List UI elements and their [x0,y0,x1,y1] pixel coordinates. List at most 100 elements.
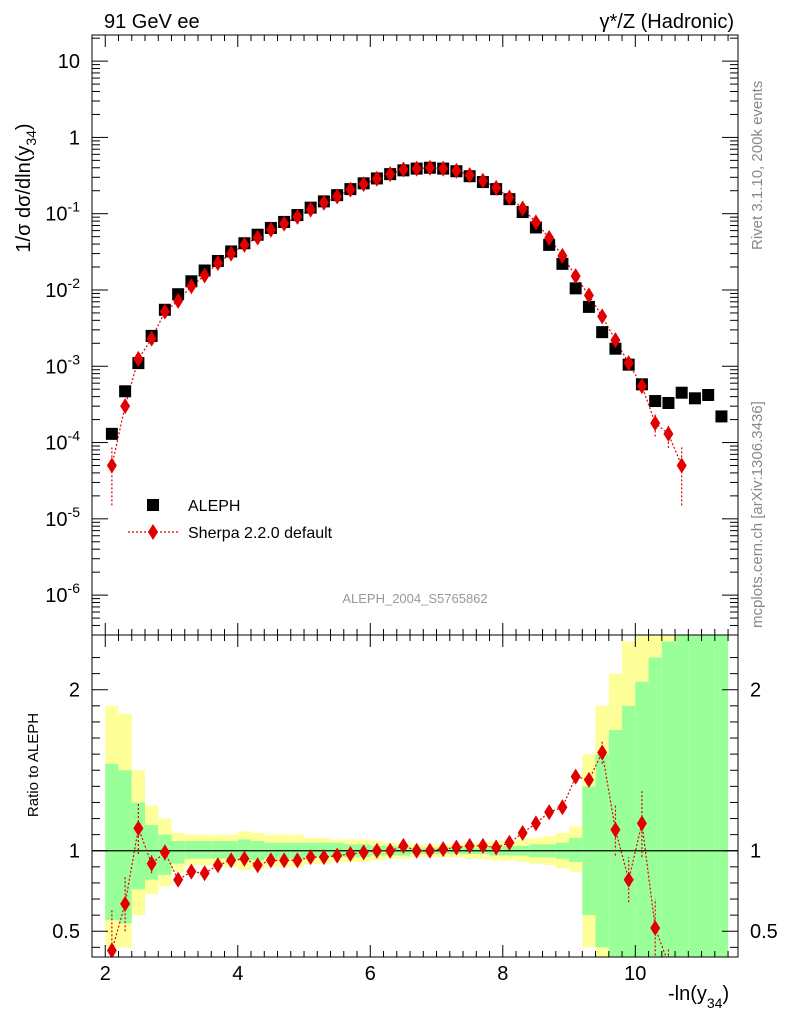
ratio-band-inner [569,837,583,863]
ratio-mc-point [292,852,303,869]
ratio-mc-point [371,842,382,859]
ratio-axis-title: Ratio to ALEPH [25,713,42,817]
mc-point [411,160,422,177]
mc-point [358,176,369,193]
mc-point [451,162,462,179]
y-tick-label: 10 [58,51,80,73]
ratio-band-inner [675,635,689,957]
mc-point [159,303,170,320]
legend-marker-aleph [147,499,159,511]
ratio-mc-point [305,849,316,866]
x-axis-title-main: -ln(y [668,983,707,1005]
mc-point [504,189,515,206]
mc-point [544,230,555,247]
ratio-band-inner [622,705,636,957]
ratio-mc-point [385,842,396,859]
aleph-point [609,342,622,355]
ratio-band-inner [661,641,676,957]
mc-point [120,398,131,415]
y-tick-mantissa: 10 [45,433,67,455]
mc-line [111,167,683,466]
ratio-mc-point [544,804,555,821]
x-axis-title-sub: 34 [707,995,723,1011]
ratio-mc-point [650,920,661,937]
mc-point [583,287,594,304]
aleph-point [662,396,675,409]
mc-point [332,188,343,205]
x-axis-title: -ln(y34) [668,983,729,1011]
mc-point [464,167,475,184]
mc-point [226,245,237,262]
y-axis-title: 1/σ dσ/dln(y34) [13,123,39,252]
ratio-mc-point [133,820,144,837]
ratio-band-inner [701,635,715,957]
y-tick-mantissa: 10 [58,51,80,73]
ratio-mc-point [186,863,197,880]
x-tick-label: 8 [497,963,508,985]
mc-point [371,170,382,187]
ratio-mc-point [212,857,223,874]
y-tick-exponent: -2 [68,275,81,291]
ratio-mc-point [120,895,131,912]
legend: ALEPH Sherpa 2.2.0 default [128,498,333,542]
aleph-point [582,300,595,313]
main-plot-area [105,159,728,506]
mc-point [676,457,687,474]
mc-point [530,214,541,231]
ratio-mc-point [583,771,594,788]
aleph-point [715,410,728,423]
ratio-mc-point [438,841,449,858]
y-tick-mantissa: 10 [45,204,67,226]
y-axis-title-sub: 34 [23,130,39,146]
ratio-mc-point [345,845,356,862]
header-left: 91 GeV ee [104,11,200,33]
ratio-mc-point [332,847,343,864]
mc-point [438,160,449,177]
aleph-point [105,427,118,440]
x-tick-label: 4 [232,963,243,985]
y-tick-mantissa: 10 [45,585,67,607]
ratio-tick-label-left: 0.5 [52,921,80,943]
ratio-mc-point [398,837,409,854]
mc-point [146,330,157,347]
ratio-mc-point [318,849,329,866]
ratio-mc-point [477,837,488,854]
mc-point [477,172,488,189]
y-tick-label: 10-3 [45,351,80,378]
aleph-point [688,392,701,405]
mc-point [610,332,621,349]
ratio-mc-point [623,871,634,888]
mc-point [133,350,144,367]
header-right: γ*/Z (Hadronic) [600,11,734,33]
mc-point [199,267,210,284]
ratio-mc-point [199,865,210,882]
x-tick-label: 10 [624,963,646,985]
ratio-band-inner [211,841,225,859]
ratio-tick-label-right: 2 [750,680,761,702]
y-tick-label: 10-1 [45,199,80,226]
x-tick-label: 6 [365,963,376,985]
ratio-mc-point [597,744,608,761]
mc-point [623,355,634,372]
legend-label-aleph: ALEPH [188,498,240,515]
ratio-mc-point [464,837,475,854]
mc-point [345,181,356,198]
ratio-mc-point [411,842,422,859]
ratio-mc-point [358,844,369,861]
y-tick-exponent: -3 [68,351,81,367]
ratio-mc-point [159,844,170,861]
ratio-mc-point [279,852,290,869]
mc-point [570,268,581,285]
y-tick-mantissa: 1 [69,127,80,149]
rivet-label: Rivet 3.1.10, 200k events [749,81,766,250]
y-tick-label: 1 [69,127,80,149]
y-tick-label: 10-2 [45,275,80,302]
mcplots-label: mcplots.cern.ch [arXiv:1306.3436] [749,401,766,628]
aleph-point [596,326,609,339]
y-tick-mantissa: 10 [45,356,67,378]
main-panel-frame [91,34,739,636]
y-tick-exponent: -4 [68,428,81,444]
ratio-band-inner [118,770,132,924]
mc-point [491,179,502,196]
mc-point [106,457,117,474]
